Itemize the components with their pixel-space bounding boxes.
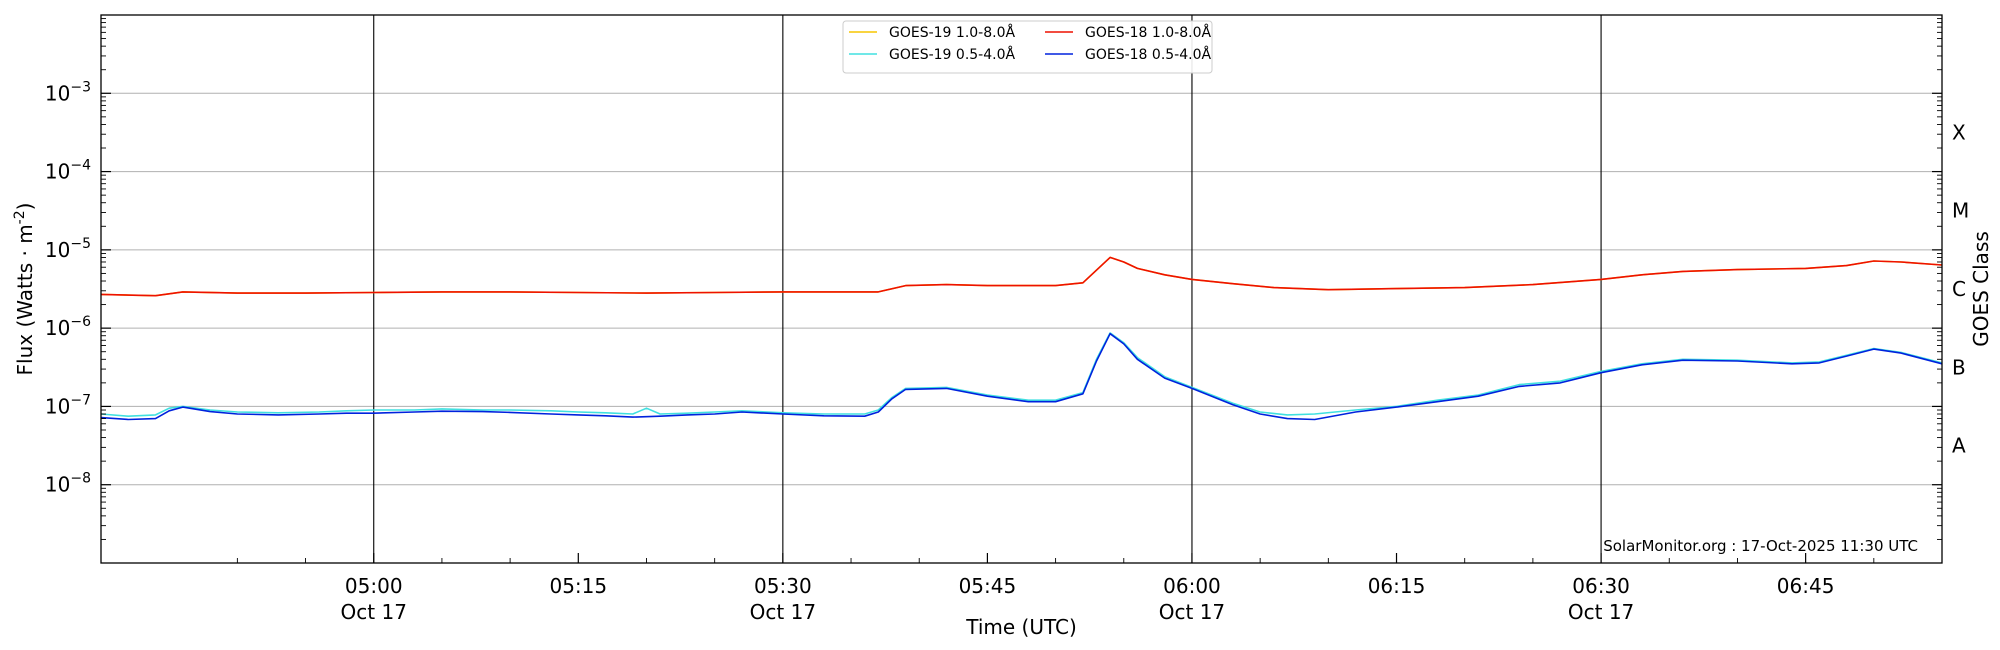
series-line-goes-19-1-0-8-0 (100, 256, 1943, 297)
legend-label-goes-19-1-0-8-0: GOES-19 1.0-8.0Å (889, 24, 1015, 41)
series-line-goes-19-0-5-4-0 (100, 332, 1943, 417)
y-tick-label: 10−5 (45, 236, 91, 262)
legend-box (842, 20, 1213, 74)
goes-class-axis-label: GOES Class (1969, 231, 1993, 347)
credit-text: SolarMonitor.org : 17-Oct-2025 11:30 UTC (1603, 537, 1918, 555)
x-tick-label: 06:00 (1163, 574, 1221, 598)
x-tick-label: 06:30 (1572, 574, 1630, 598)
x-tick-label: 05:30 (754, 574, 812, 598)
y-tick-label: 10−4 (45, 158, 91, 184)
goes-class-label-a: A (1952, 434, 1966, 458)
y-tick-label: 10−3 (45, 79, 91, 105)
series-line-goes-18-0-5-4-0 (100, 332, 1943, 421)
goes-class-label-x: X (1952, 120, 1966, 144)
grid-layer (101, 92, 1942, 486)
x-tick-date-label: Oct 17 (341, 600, 407, 624)
legend-label-goes-18-1-0-8-0: GOES-18 1.0-8.0Å (1085, 24, 1211, 41)
plot-frame (100, 14, 1943, 564)
x-tick-label: 06:45 (1777, 574, 1835, 598)
x-tick-date-label: Oct 17 (1159, 600, 1225, 624)
legend-label-goes-19-0-5-4-0: GOES-19 0.5-4.0Å (889, 46, 1015, 63)
legend: GOES-19 1.0-8.0Å GOES-19 0.5-4.0Å GOES-18 … (842, 20, 1213, 74)
goes-class-label-c: C (1952, 277, 1966, 301)
y-axis-label: Flux (Watts · m-2) (12, 203, 37, 376)
day-vertical-lines (373, 15, 1602, 563)
y-tick-label: 10−7 (45, 392, 91, 418)
y-axis-label-main: Flux (Watts · m (13, 224, 37, 375)
x-tick-label: 05:00 (345, 574, 403, 598)
goes-class-label-m: M (1952, 199, 1969, 223)
y-axis-ticks: 10−8 10−7 10−6 10−5 10−4 10−3 (45, 18, 1942, 540)
y-tick-label: 10−6 (45, 314, 91, 340)
y-axis-label-superscript: -2 (12, 210, 28, 224)
x-tick-label: 05:15 (549, 574, 607, 598)
goes-class-labels: A B C M X (1952, 120, 1969, 457)
y-axis-label-close: ) (13, 203, 37, 211)
goes-class-label-b: B (1952, 355, 1966, 379)
x-tick-label: 06:15 (1368, 574, 1426, 598)
x-tick-label: 05:45 (959, 574, 1017, 598)
legend-label-goes-18-0-5-4-0: GOES-18 0.5-4.0Å (1085, 46, 1211, 63)
y-tick-label: 10−8 (45, 471, 91, 497)
series-layer (100, 256, 1943, 421)
x-tick-date-label: Oct 17 (750, 600, 816, 624)
x-tick-date-label: Oct 17 (1568, 600, 1634, 624)
x-axis-label: Time (UTC) (965, 615, 1077, 639)
series-line-goes-18-1-0-8-0 (100, 256, 1943, 297)
